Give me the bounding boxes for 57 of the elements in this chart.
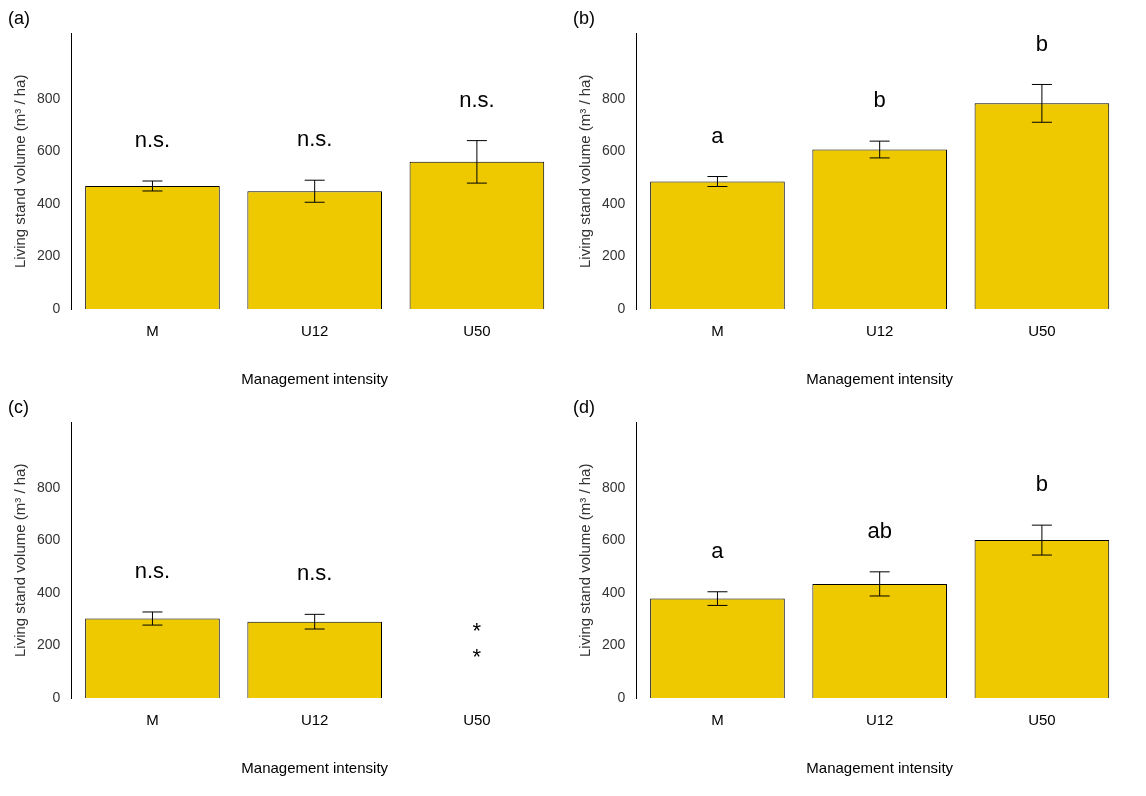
chart-title: (d) (573, 396, 595, 417)
annotation: * (472, 644, 482, 670)
y-tick-label: 600 (37, 142, 61, 159)
annotation: b (1035, 471, 1049, 497)
x-axis-title: Management intensity (241, 370, 389, 388)
annotation: n.s. (296, 560, 333, 586)
annotation: a (711, 537, 725, 563)
y-axis-title: Living stand volume (m³ / ha) (11, 463, 29, 658)
x-tick-label: U12 (865, 711, 894, 729)
annotation: b (873, 87, 886, 113)
annotation: ab (867, 517, 892, 543)
y-tick-label: 400 (37, 583, 61, 600)
x-tick-label: U50 (463, 322, 491, 340)
y-tick-label: 600 (602, 142, 626, 159)
x-tick-label: U50 (1028, 711, 1056, 729)
x-tick-label: U12 (865, 322, 894, 340)
annotation: b (1035, 30, 1049, 56)
y-tick-label: 800 (37, 479, 61, 496)
x-tick-label: M (711, 711, 724, 729)
y-axis-title: Living stand volume (m³ / ha) (11, 74, 29, 269)
y-tick-label: 0 (617, 688, 626, 705)
x-axis-title: Management intensity (806, 759, 954, 777)
x-tick-label: U50 (1028, 322, 1056, 340)
y-tick-label: 0 (52, 299, 61, 316)
y-tick-label: 400 (602, 583, 626, 600)
x-tick-label: U12 (300, 711, 329, 729)
y-tick-label: 200 (602, 636, 626, 653)
y-tick-label: 800 (602, 479, 626, 496)
y-tick-label: 800 (602, 90, 626, 107)
chart-title: (c) (8, 396, 29, 417)
y-tick-label: 0 (617, 299, 626, 316)
annotation: a (711, 122, 725, 148)
y-tick-label: 600 (602, 531, 626, 548)
annotation: n.s. (459, 86, 495, 112)
x-tick-label: M (146, 322, 159, 340)
y-tick-label: 200 (37, 636, 61, 653)
y-tick-label: 200 (602, 247, 626, 264)
x-tick-label: M (146, 711, 159, 729)
chart-title: (a) (8, 7, 30, 28)
x-tick-label: U12 (300, 322, 329, 340)
chart-title: (b) (573, 7, 595, 28)
annotation: n.s. (296, 126, 333, 152)
x-tick-label: M (711, 322, 724, 340)
annotation: n.s. (134, 558, 171, 584)
annotation: * (472, 618, 482, 644)
y-tick-label: 0 (52, 688, 61, 705)
x-axis-title: Management intensity (241, 759, 389, 777)
x-tick-label: U50 (463, 711, 491, 729)
y-tick-label: 800 (37, 90, 61, 107)
annotation: n.s. (134, 127, 171, 153)
y-tick-label: 600 (37, 531, 61, 548)
x-axis-title: Management intensity (806, 370, 954, 388)
y-tick-label: 400 (37, 194, 61, 211)
y-tick-label: 200 (37, 247, 61, 264)
y-axis-title: Living stand volume (m³ / ha) (576, 463, 594, 658)
y-tick-label: 400 (602, 194, 626, 211)
y-axis-title: Living stand volume (m³ / ha) (576, 74, 594, 269)
